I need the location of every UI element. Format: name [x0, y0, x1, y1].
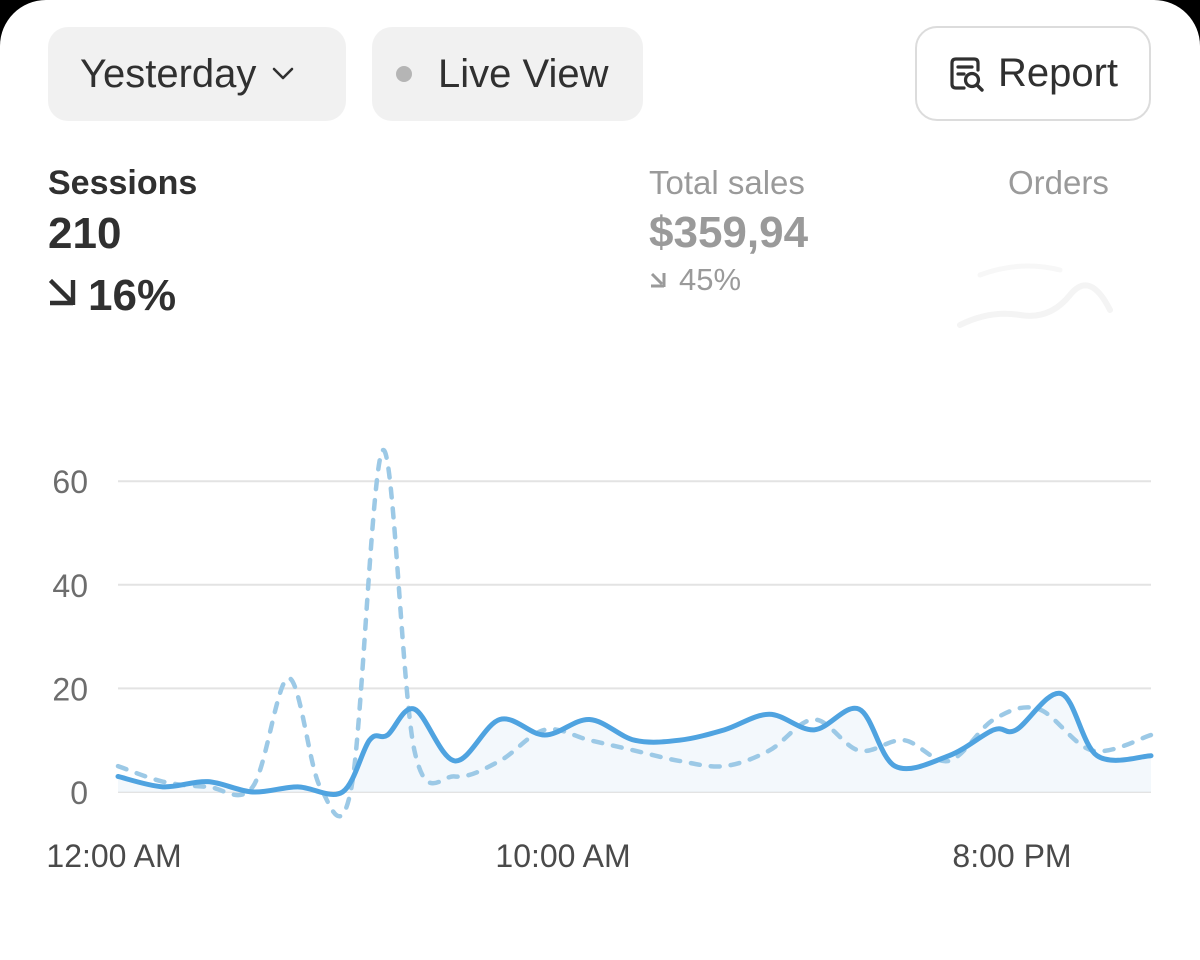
total-sales-change-value: 45%: [679, 262, 742, 297]
sessions-change-value: 16%: [88, 271, 177, 320]
report-label: Report: [997, 51, 1119, 95]
sessions-value: 210: [48, 209, 122, 258]
total-sales-metric[interactable]: Total sales $359,94 45%: [649, 164, 808, 298]
sessions-line-chart: 0 20 40 60 12:00 AM 10:00 AM 8:00 PM: [46, 447, 1154, 874]
date-range-dropdown[interactable]: Yesterday: [48, 27, 346, 121]
x-tick-label: 10:00 AM: [495, 838, 630, 874]
orders-metric[interactable]: Orders: [1008, 164, 1109, 202]
x-tick-label: 8:00 PM: [952, 838, 1071, 874]
arrow-down-right-icon: [649, 271, 667, 289]
chevron-down-icon: [272, 67, 294, 81]
live-view-label: Live View: [438, 51, 609, 96]
total-sales-change: 45%: [649, 262, 808, 298]
report-search-icon: [948, 55, 986, 93]
arrow-down-right-icon: [48, 278, 78, 308]
report-button[interactable]: Report: [915, 26, 1151, 121]
sessions-change: 16%: [48, 265, 197, 321]
y-tick-label: 20: [52, 671, 88, 707]
current-series-line: [115, 690, 1154, 797]
live-dot-icon: [396, 66, 412, 82]
y-tick-label: 40: [52, 568, 88, 604]
total-sales-label: Total sales: [649, 164, 805, 201]
orders-faint-sparkline: [957, 263, 1113, 328]
sessions-metric[interactable]: Sessions 210 16%: [48, 164, 197, 321]
total-sales-value: $359,94: [649, 208, 809, 257]
y-tick-label: 60: [52, 464, 88, 500]
y-tick-label: 0: [70, 775, 88, 811]
comparison-series-line: [115, 447, 1154, 819]
current-series-area: [118, 693, 1151, 795]
orders-label: Orders: [1008, 164, 1109, 201]
sessions-label: Sessions: [48, 164, 198, 202]
x-tick-label: 12:00 AM: [46, 838, 181, 874]
date-range-label: Yesterday: [80, 51, 257, 96]
live-view-button[interactable]: Live View: [372, 27, 643, 121]
